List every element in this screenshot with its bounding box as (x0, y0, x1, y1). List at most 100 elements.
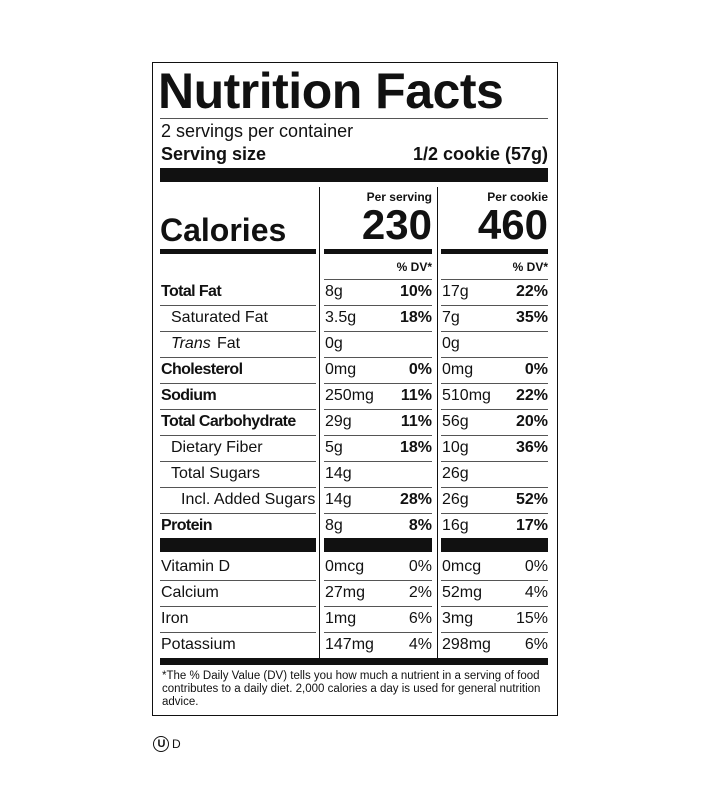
amount: 26g (442, 465, 469, 482)
rule (441, 279, 548, 280)
rule (441, 513, 548, 514)
rule (441, 383, 548, 384)
amount: 17g (442, 283, 469, 300)
daily-value: 0% (524, 361, 548, 378)
thick-rule (160, 168, 548, 182)
vitamin-name: Vitamin D (161, 558, 231, 575)
rule (160, 357, 316, 358)
amount: 27mg (325, 584, 366, 601)
daily-value: 35% (515, 309, 548, 326)
amount: 8g (325, 283, 343, 300)
nutrient-name: Total Sugars (171, 465, 260, 482)
amount: 0g (442, 335, 460, 352)
rule (441, 435, 548, 436)
daily-value: 6% (408, 610, 432, 627)
rule (324, 435, 432, 436)
rule (160, 118, 548, 119)
rule (160, 513, 316, 514)
rule (441, 357, 548, 358)
column-divider (319, 187, 320, 658)
daily-value: 36% (515, 439, 548, 456)
amount: 0g (325, 335, 343, 352)
rule (160, 461, 316, 462)
label-box (152, 62, 558, 716)
amount: 16g (442, 517, 469, 534)
daily-value: 17% (515, 517, 548, 534)
nutrient-name: Saturated Fat (171, 309, 268, 326)
amount: 5g (325, 439, 343, 456)
amount: 298mg (442, 636, 491, 653)
daily-value: 18% (399, 439, 432, 456)
daily-value: 0% (408, 361, 432, 378)
amount: 0mcg (325, 558, 365, 575)
column-divider (437, 187, 438, 658)
nutrient-name-italic: Trans (171, 335, 211, 352)
daily-value: 4% (408, 636, 432, 653)
rule (441, 331, 548, 332)
rule (441, 632, 548, 633)
amount: 7g (442, 309, 460, 326)
amount: 510mg (442, 387, 491, 404)
rule (160, 383, 316, 384)
vitamin-name: Potassium (161, 636, 236, 653)
amount: 56g (442, 413, 469, 430)
rule (160, 305, 316, 306)
amount: 3.5g (325, 309, 357, 326)
daily-value: 11% (400, 387, 432, 404)
rule (441, 580, 548, 581)
rule (324, 580, 432, 581)
rule (441, 606, 548, 607)
calories-label: Calories (160, 212, 287, 248)
rule (160, 435, 316, 436)
rule (324, 383, 432, 384)
rule (324, 357, 432, 358)
daily-value: 28% (399, 491, 432, 508)
rule (324, 606, 432, 607)
servings: 2 servings per container (161, 121, 354, 141)
cert-circle (153, 736, 169, 752)
dv-heading: % DV* (396, 260, 432, 274)
thick-rule (324, 538, 432, 552)
nutrient-name: Protein (161, 517, 213, 534)
daily-value: 6% (524, 636, 548, 653)
rule (324, 461, 432, 462)
amount: 0mg (442, 361, 474, 378)
nutrient-name: Fat (217, 335, 241, 352)
serving-size-label: Serving size (161, 144, 267, 164)
amount: 10g (442, 439, 469, 456)
nutrient-name: Total Carbohydrate (161, 413, 296, 430)
daily-value: 0% (408, 558, 432, 575)
daily-value: 11% (400, 413, 432, 430)
amount: 147mg (325, 636, 374, 653)
daily-value: 4% (524, 584, 548, 601)
nutrient-name: Cholesterol (161, 361, 243, 378)
nutrient-name: Dietary Fiber (171, 439, 263, 456)
amount: 26g (442, 491, 469, 508)
calories-value: 230 (361, 201, 432, 248)
rule (441, 461, 548, 462)
thick-rule (441, 538, 548, 552)
dv-heading: % DV* (512, 260, 548, 274)
vitamin-name: Iron (161, 610, 189, 627)
nutrient-name: Total Fat (161, 283, 222, 300)
amount: 14g (325, 465, 352, 482)
rule (324, 409, 432, 410)
rule (160, 580, 316, 581)
daily-value: 8% (408, 517, 432, 534)
rule (324, 632, 432, 633)
amount: 14g (325, 491, 352, 508)
rule (324, 305, 432, 306)
rule (324, 513, 432, 514)
rule (160, 487, 316, 488)
amount: 0mcg (442, 558, 482, 575)
nutrient-name: Sodium (161, 387, 217, 404)
rule (441, 249, 548, 254)
daily-value: 15% (515, 610, 548, 627)
rule (160, 606, 316, 607)
rule (324, 331, 432, 332)
daily-value: 2% (408, 584, 432, 601)
rule (160, 632, 316, 633)
thick-rule (160, 658, 548, 665)
thick-rule (160, 538, 316, 552)
rule (324, 249, 432, 254)
